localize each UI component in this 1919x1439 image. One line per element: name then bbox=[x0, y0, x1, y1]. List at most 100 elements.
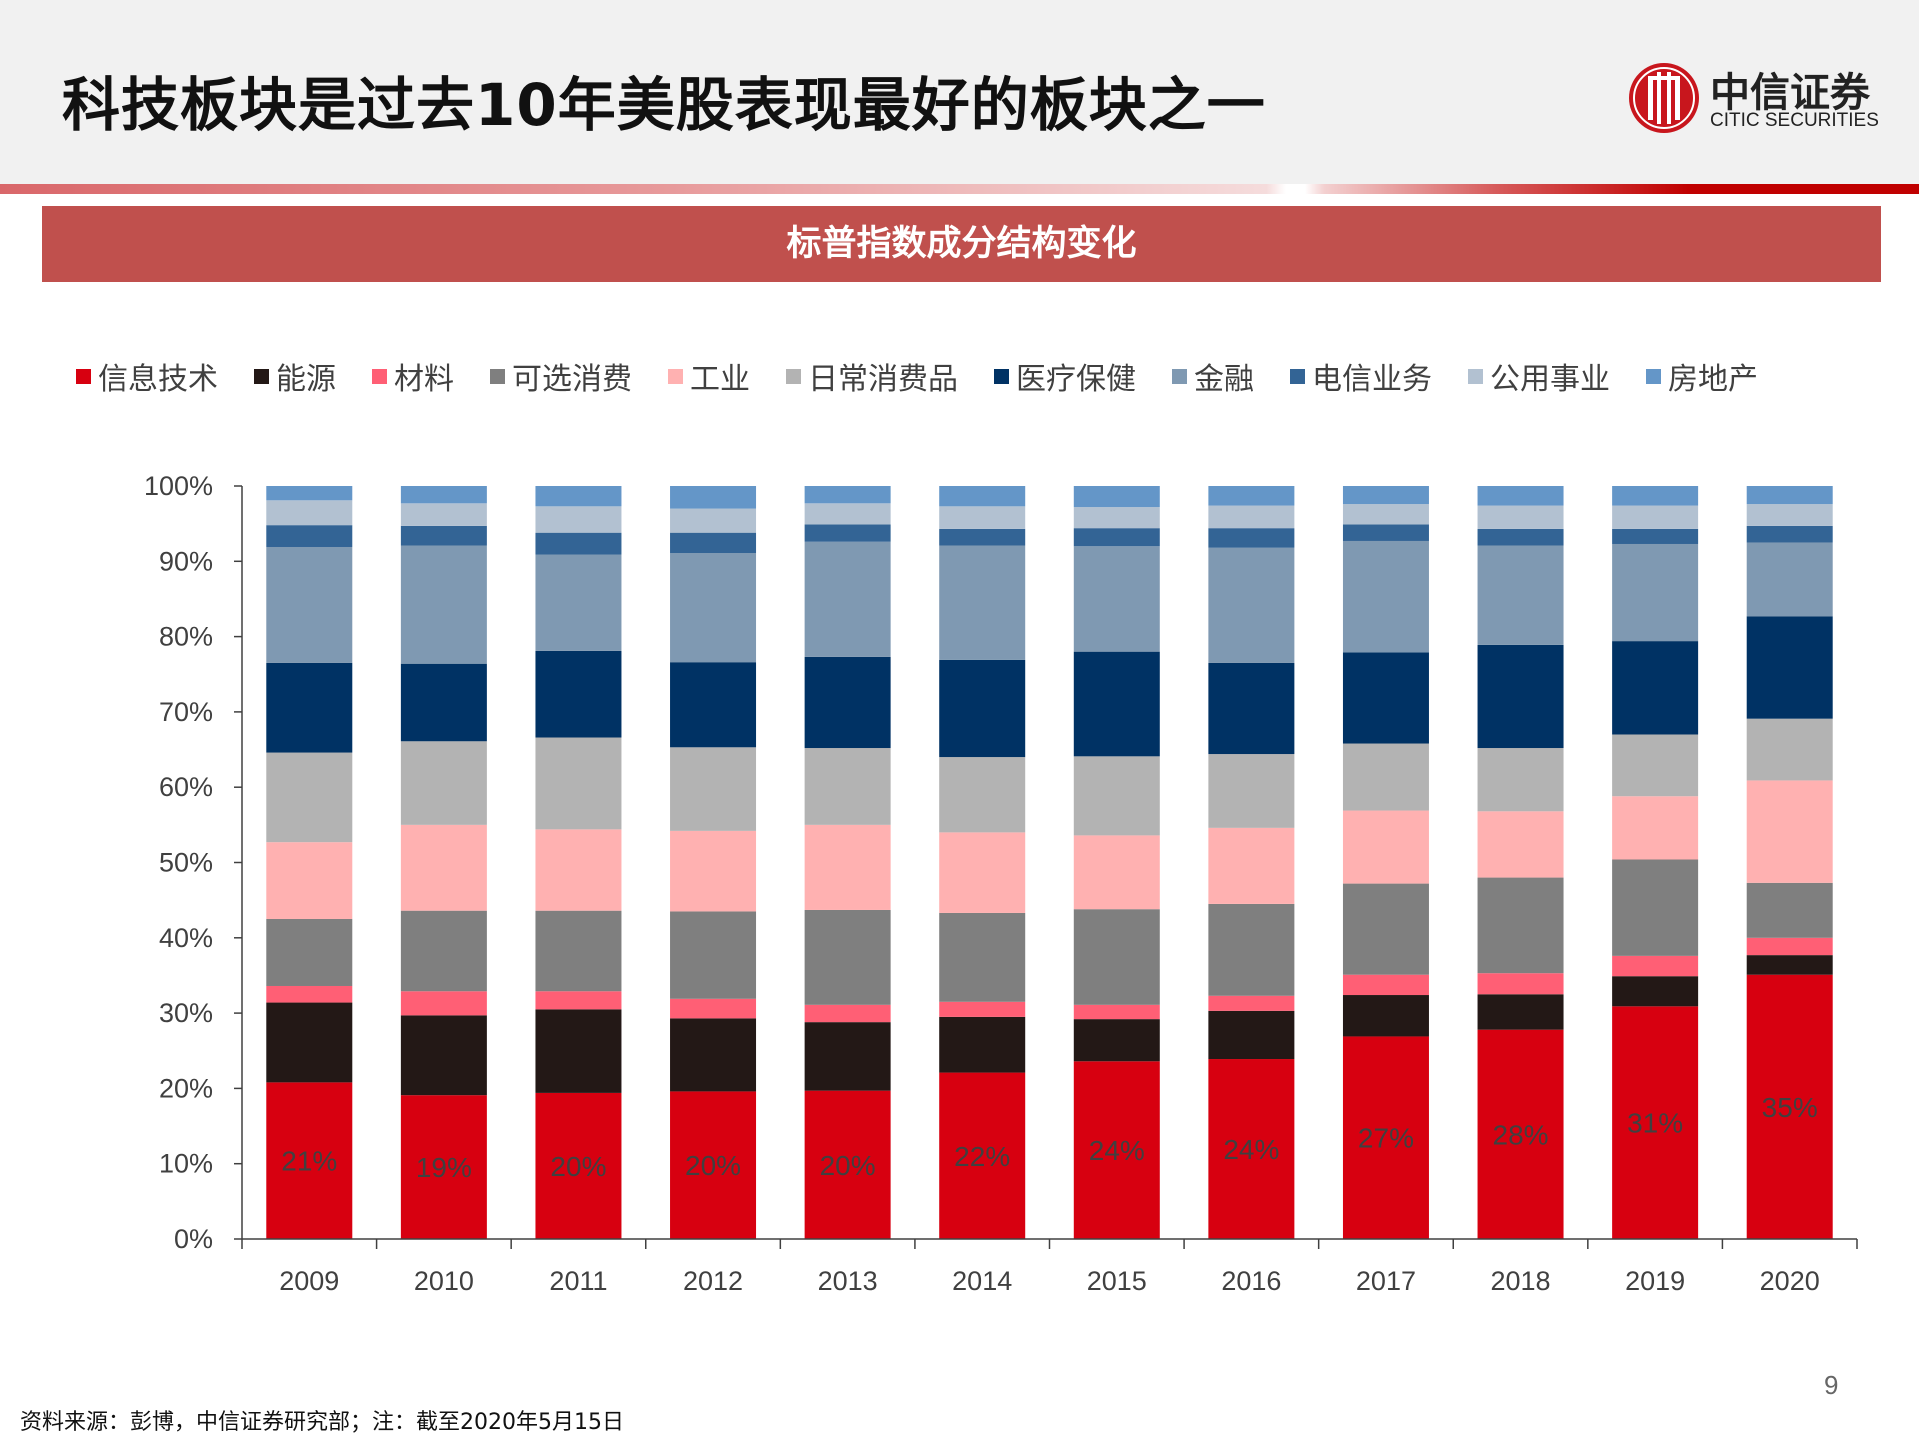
x-tick-label: 2013 bbox=[818, 1266, 878, 1296]
legend-label: 可选消费 bbox=[512, 362, 632, 397]
x-tick-label: 2017 bbox=[1356, 1266, 1416, 1296]
legend-item: 医疗保健 bbox=[994, 354, 1136, 398]
bar-segment bbox=[1073, 507, 1160, 529]
bar-segment bbox=[1612, 543, 1699, 642]
y-tick-label: 60% bbox=[159, 772, 213, 802]
bar-segment bbox=[1073, 1019, 1160, 1062]
bar-segment bbox=[670, 830, 757, 912]
legend-item: 可选消费 bbox=[490, 354, 632, 398]
data-label: 31% bbox=[1627, 1108, 1683, 1139]
bar-segment bbox=[670, 998, 757, 1019]
bar-segment bbox=[1477, 973, 1564, 995]
bar-segment bbox=[804, 824, 891, 910]
legend-item: 信息技术 bbox=[76, 354, 218, 398]
citic-logo: 中信证券 CITIC SECURITIES bbox=[1626, 58, 1886, 138]
bar-segment bbox=[670, 508, 757, 533]
bar-segment bbox=[535, 554, 622, 651]
bar-segment bbox=[1612, 641, 1699, 735]
bar-segment bbox=[804, 1004, 891, 1023]
bar-segment bbox=[266, 985, 353, 1003]
bar-segment bbox=[535, 1009, 622, 1093]
y-tick-label: 0% bbox=[174, 1224, 213, 1254]
x-tick-label: 2020 bbox=[1760, 1266, 1820, 1296]
y-tick-label: 10% bbox=[159, 1149, 213, 1179]
legend-swatch bbox=[372, 368, 387, 384]
bar-segment bbox=[1342, 810, 1429, 884]
bar-segment bbox=[1612, 859, 1699, 956]
bar-segment bbox=[1477, 505, 1564, 529]
bar-segment bbox=[804, 656, 891, 749]
legend-label: 信息技术 bbox=[98, 362, 218, 397]
bar-segment bbox=[1477, 1029, 1564, 1239]
bar-segment bbox=[1746, 718, 1833, 781]
bar-segment bbox=[535, 910, 622, 992]
chart-title-banner: 标普指数成分结构变化 bbox=[42, 206, 1881, 282]
bar-segment bbox=[1746, 780, 1833, 883]
bar-segment bbox=[1477, 748, 1564, 812]
citic-emblem-icon bbox=[1629, 63, 1699, 133]
bar-segment bbox=[1073, 909, 1160, 1005]
legend-label: 能源 bbox=[276, 362, 336, 397]
header: 科技板块是过去10年美股表现最好的板块之一 中信证券 CITIC SECURIT… bbox=[0, 0, 1919, 184]
y-tick-label: 50% bbox=[159, 848, 213, 878]
bar-segment bbox=[1746, 937, 1833, 956]
bar-segment bbox=[1073, 546, 1160, 652]
bar-segment bbox=[1342, 540, 1429, 653]
data-label: 22% bbox=[954, 1141, 1010, 1172]
bar-segment bbox=[535, 1092, 622, 1239]
legend-item: 能源 bbox=[254, 354, 336, 398]
x-tick-label: 2010 bbox=[414, 1266, 474, 1296]
legend-label: 公用事业 bbox=[1490, 362, 1610, 397]
bar-segment bbox=[1073, 1061, 1160, 1239]
legend-item: 金融 bbox=[1172, 354, 1254, 398]
bar-segment bbox=[1073, 756, 1160, 836]
legend-swatch bbox=[490, 368, 505, 384]
bar-segment bbox=[1208, 505, 1295, 529]
bar-segment bbox=[1342, 652, 1429, 744]
bar-segment bbox=[804, 541, 891, 657]
data-label: 20% bbox=[685, 1150, 741, 1181]
legend-label: 工业 bbox=[690, 362, 750, 397]
data-label: 24% bbox=[1089, 1135, 1145, 1166]
bar-segment bbox=[535, 532, 622, 555]
bar-segment bbox=[535, 486, 622, 507]
bar-segment bbox=[400, 1015, 487, 1096]
bar-segment bbox=[1073, 486, 1160, 508]
bar-segment bbox=[266, 500, 353, 526]
logo-text-cn: 中信证券 bbox=[1710, 69, 1870, 116]
legend-item: 公用事业 bbox=[1468, 354, 1610, 398]
bar-segment bbox=[1612, 505, 1699, 529]
source-note: 资料来源：彭博，中信证券研究部；注：截至2020年5月15日 bbox=[20, 1410, 624, 1435]
legend-swatch bbox=[1646, 368, 1661, 384]
bar-segment bbox=[1208, 1059, 1295, 1239]
bar-segment bbox=[535, 991, 622, 1010]
legend-item: 材料 bbox=[372, 354, 454, 398]
bar-segment bbox=[266, 842, 353, 919]
x-tick-label: 2015 bbox=[1087, 1266, 1147, 1296]
bar-segment bbox=[400, 545, 487, 664]
legend-label: 房地产 bbox=[1668, 362, 1758, 397]
legend-label: 电信业务 bbox=[1312, 362, 1432, 397]
data-label: 24% bbox=[1223, 1134, 1279, 1165]
bar-segment bbox=[1342, 486, 1429, 505]
bar-segment bbox=[1208, 486, 1295, 506]
bar-segment bbox=[1612, 734, 1699, 797]
bar-segment bbox=[266, 1002, 353, 1083]
bar-segment bbox=[400, 663, 487, 742]
bar-segment bbox=[1477, 644, 1564, 749]
bar-segment bbox=[670, 486, 757, 509]
bar-segment bbox=[804, 1090, 891, 1239]
bar-segment bbox=[804, 1022, 891, 1091]
legend-swatch bbox=[1172, 368, 1187, 384]
bar-segment bbox=[1208, 1010, 1295, 1060]
bar-segment bbox=[939, 832, 1026, 913]
bar-segment bbox=[1477, 994, 1564, 1030]
bar-segment bbox=[266, 662, 353, 753]
bar-segment bbox=[1477, 545, 1564, 645]
y-tick-label: 100% bbox=[144, 471, 213, 501]
bar-segment bbox=[266, 1082, 353, 1239]
bar-segment bbox=[535, 737, 622, 830]
bar-segment bbox=[804, 486, 891, 504]
x-tick-label: 2014 bbox=[952, 1266, 1012, 1296]
bar-segment bbox=[1746, 616, 1833, 719]
